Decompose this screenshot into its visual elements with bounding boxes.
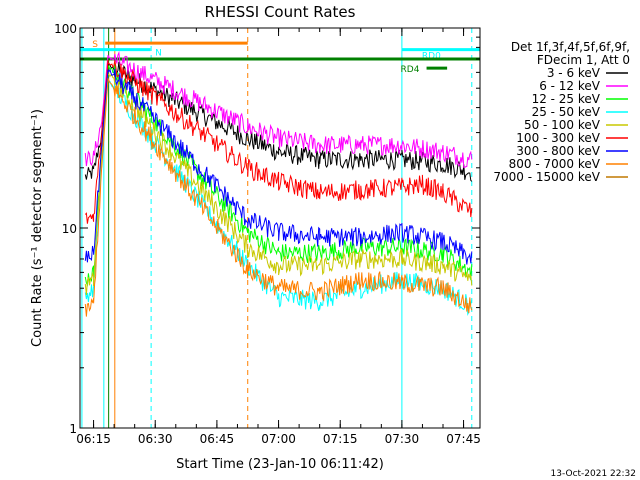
y-tick-label-100: 100 bbox=[54, 22, 77, 36]
x-tick-label-07-45: 07:45 bbox=[446, 432, 481, 446]
y-axis-label: Count Rate (s⁻¹ detector segment⁻¹) bbox=[30, 109, 45, 347]
state-bar-rd0-label: RD0 bbox=[422, 52, 441, 62]
legend-label-300-800-kev: 300 - 800 keV bbox=[516, 144, 600, 158]
legend-header-line-1: Det 1f,3f,4f,5f,6f,9f, bbox=[511, 40, 630, 54]
footer-timestamp: 13-Oct-2021 22:32 bbox=[551, 469, 636, 479]
legend-label-50-100-kev: 50 - 100 keV bbox=[524, 118, 601, 132]
y-tick-label-1: 1 bbox=[69, 422, 77, 436]
series-line-25-50-kev bbox=[84, 78, 473, 316]
series-line-3-6-kev bbox=[84, 61, 473, 182]
x-tick-label-07-00: 07:00 bbox=[261, 432, 296, 446]
x-tick-label-06-45: 06:45 bbox=[200, 432, 235, 446]
legend-label-3-6-kev: 3 - 6 keV bbox=[547, 66, 601, 80]
legend-label-100-300-kev: 100 - 300 keV bbox=[516, 131, 600, 145]
legend: Det 1f,3f,4f,5f,6f,9f, FDecim 1, Att 0 3… bbox=[493, 40, 630, 184]
legend-label-800-7000-kev: 800 - 7000 keV bbox=[509, 157, 601, 171]
series-line-100-300-kev bbox=[84, 59, 473, 224]
legend-label-25-50-kev: 25 - 50 keV bbox=[532, 105, 601, 119]
legend-label-7000-15000-kev: 7000 - 15000 keV bbox=[493, 170, 600, 184]
x-tick-label-07-30: 07:30 bbox=[385, 432, 420, 446]
state-bar-rd4-label: RD4 bbox=[401, 65, 420, 75]
x-axis-label: Start Time (23-Jan-10 06:11:42) bbox=[176, 457, 384, 472]
legend-label-12-25-kev: 12 - 25 keV bbox=[532, 92, 601, 106]
legend-header-line-2: FDecim 1, Att 0 bbox=[537, 53, 630, 67]
series-line-800-7000-kev bbox=[84, 78, 473, 317]
series-line-50-100-kev bbox=[84, 71, 473, 296]
chart-title: RHESSI Count Rates bbox=[205, 3, 356, 21]
axes: 06:15 06:30 06:45 07:00 07:15 07:30 07:45 1 10 10… bbox=[54, 22, 481, 446]
state-bar-n-label: N bbox=[155, 49, 162, 59]
x-tick-label-07-15: 07:15 bbox=[323, 432, 358, 446]
series-line-12-25-kev bbox=[84, 64, 473, 287]
series-line-6-12-kev bbox=[84, 50, 473, 168]
state-bar-s-label: S bbox=[92, 40, 98, 50]
series-line-300-800-kev bbox=[84, 68, 473, 265]
legend-label-6-12-kev: 6 - 12 keV bbox=[539, 79, 601, 93]
y-tick-label-10: 10 bbox=[62, 222, 77, 236]
x-tick-label-06-30: 06:30 bbox=[138, 432, 173, 446]
x-tick-label-06-15: 06:15 bbox=[76, 432, 111, 446]
